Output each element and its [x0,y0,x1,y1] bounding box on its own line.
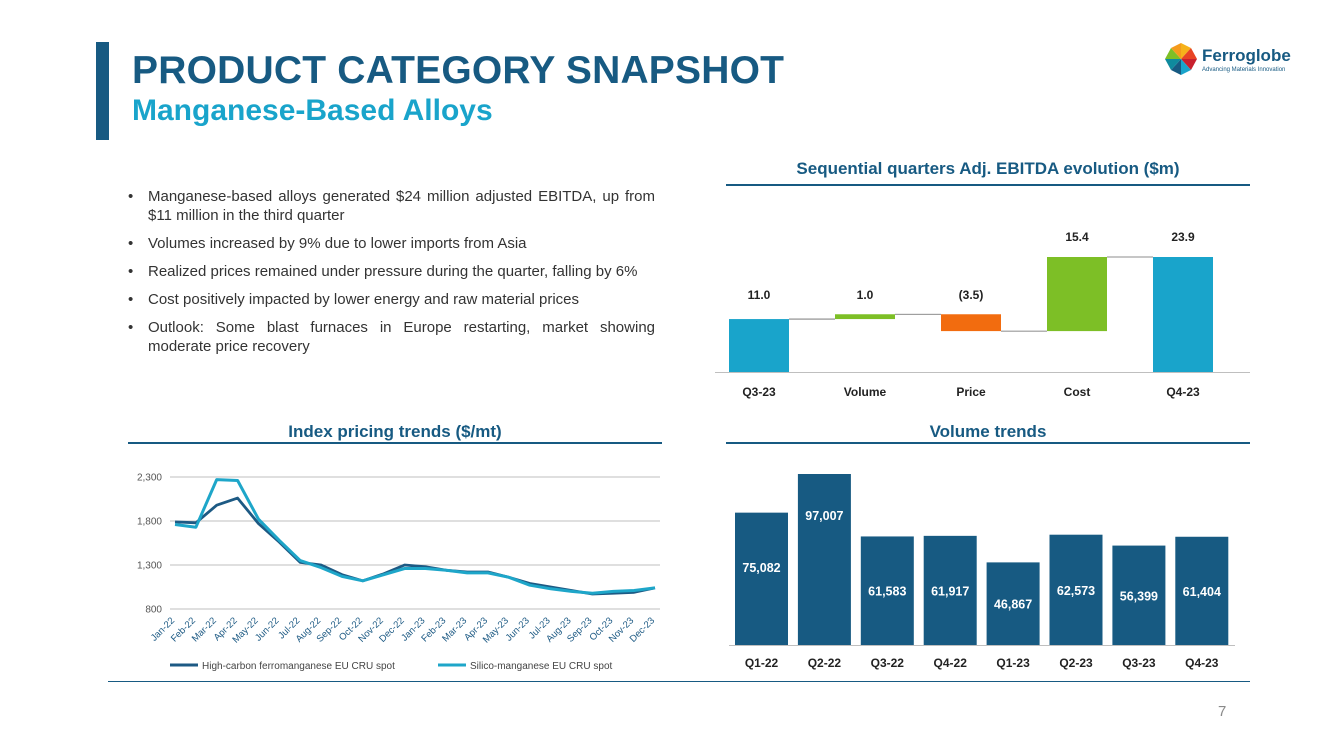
line-chart: 2,3001,8001,300800Jan-22Feb-22Mar-22Apr-… [137,473,660,672]
footer-rule [108,681,1250,682]
volume-bar [735,512,788,645]
page-subtitle: Manganese-Based Alloys [132,94,493,127]
waterfall-bar [1047,257,1107,332]
waterfall-category-label: Q4-23 [1166,385,1200,399]
volume-data-label: 56,399 [1120,589,1158,603]
bullet-list: Manganese-based alloys generated $24 mil… [128,187,655,365]
volume-category-label: Q3-22 [871,656,905,670]
waterfall-title-rule [726,184,1250,186]
waterfall-category-label: Volume [844,385,887,399]
waterfall-category-label: Price [956,385,986,399]
ferroglobe-logo: Ferroglobe Advancing Materials Innovatio… [1164,42,1304,78]
page-title: PRODUCT CATEGORY SNAPSHOT [132,49,785,92]
line-y-tick-label: 2,300 [137,473,162,484]
line-x-tick-label: Jun-22 [253,615,281,643]
logo-name: Ferroglobe [1202,46,1291,65]
volume-data-label: 61,917 [931,584,969,598]
waterfall-data-label: (3.5) [959,288,984,302]
volume-data-label: 97,007 [805,509,843,523]
title-accent-bar [96,42,109,140]
bullet-item: Cost positively impacted by lower energy… [128,290,655,309]
volume-bar [986,562,1040,645]
waterfall-data-label: 15.4 [1065,230,1089,244]
waterfall-chart-title: Sequential quarters Adj. EBITDA evolutio… [796,159,1180,178]
volume-chart-title: Volume trends [929,422,1047,441]
waterfall-category-label: Cost [1064,385,1091,399]
volume-bar [1175,536,1229,645]
volume-category-label: Q4-23 [1185,656,1219,670]
line-y-tick-label: 800 [145,605,162,616]
line-series-1 [174,496,656,596]
volume-data-label: 46,867 [994,598,1032,612]
bullet-item: Realized prices remained under pressure … [128,262,655,281]
volume-category-label: Q3-23 [1122,656,1156,670]
volume-data-label: 61,583 [868,585,906,599]
logo-tagline: Advancing Materials Innovation [1202,67,1286,73]
legend-label: High-carbon ferromanganese EU CRU spot [202,661,395,672]
waterfall-category-label: Q3-23 [742,385,776,399]
waterfall-data-label: 11.0 [748,288,771,302]
volume-bar [1049,534,1103,645]
volume-bar [797,474,851,645]
volume-data-label: 75,082 [742,561,780,575]
line-title-rule [128,442,662,444]
line-chart-title: Index pricing trends ($/mt) [288,422,502,441]
bullet-item: Manganese-based alloys generated $24 mil… [128,187,655,225]
legend-label: Silico-manganese EU CRU spot [470,661,613,672]
volume-bar [1112,545,1166,645]
volume-category-label: Q2-23 [1059,656,1093,670]
volume-bar [923,535,977,645]
volume-title-rule [726,442,1250,444]
page-number: 7 [1218,703,1227,720]
bullet-item: Volumes increased by 9% due to lower imp… [128,234,655,253]
line-y-tick-label: 1,800 [137,517,162,528]
volume-data-label: 61,404 [1183,585,1221,599]
waterfall-data-label: 23.9 [1171,230,1195,244]
waterfall-chart: 11.0 1.0 (3.5) 15.4 23.9 Q3-23 Volume Price Cost… [715,230,1250,399]
waterfall-bar [835,314,895,320]
volume-category-label: Q1-22 [745,656,779,670]
waterfall-bar [941,314,1001,332]
line-x-tick-label: Jun-23 [504,615,532,643]
volume-data-label: 62,573 [1057,584,1095,598]
waterfall-bar [1153,257,1213,372]
waterfall-bar [729,319,789,372]
line-series-2 [174,478,656,595]
volume-chart: 75,082 Q1-22 97,007 Q2-22 61,583 Q3-22 61,917 Q… [729,474,1235,670]
waterfall-data-label: 1.0 [857,288,874,302]
volume-category-label: Q1-23 [996,656,1030,670]
volume-category-label: Q2-22 [808,656,842,670]
volume-category-label: Q4-22 [934,656,968,670]
bullet-item: Outlook: Some blast furnaces in Europe r… [128,318,655,356]
logo-globe-icon [1165,43,1197,75]
volume-bar [860,536,914,645]
line-y-tick-label: 1,300 [137,561,162,572]
